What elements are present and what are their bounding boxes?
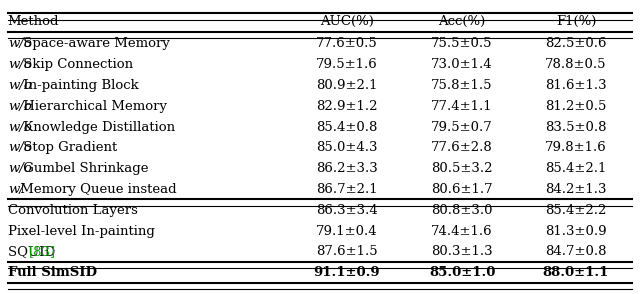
Text: 79.8±1.6: 79.8±1.6 <box>545 141 607 154</box>
Text: AUC(%): AUC(%) <box>319 15 374 28</box>
Text: Convolution Layers: Convolution Layers <box>8 204 138 217</box>
Text: 75.8±1.5: 75.8±1.5 <box>431 79 493 92</box>
Text: 85.4±2.1: 85.4±2.1 <box>545 162 607 175</box>
Text: 86.2±3.3: 86.2±3.3 <box>316 162 378 175</box>
Text: [83]: [83] <box>28 245 56 258</box>
Text: 85.4±2.2: 85.4±2.2 <box>545 204 607 217</box>
Text: Pixel-level In-painting: Pixel-level In-painting <box>8 225 155 238</box>
Text: w/o: w/o <box>8 121 31 133</box>
Text: 81.3±0.9: 81.3±0.9 <box>545 225 607 238</box>
Text: F1(%): F1(%) <box>556 15 596 28</box>
Text: 85.0±4.3: 85.0±4.3 <box>316 141 378 154</box>
Text: 85.4±0.8: 85.4±0.8 <box>316 121 377 133</box>
Text: Gumbel Shrinkage: Gumbel Shrinkage <box>19 162 148 175</box>
Text: 80.8±3.0: 80.8±3.0 <box>431 204 493 217</box>
Text: Method: Method <box>8 15 60 28</box>
Text: 85.0±1.0: 85.0±1.0 <box>429 266 495 279</box>
Text: w/o: w/o <box>8 58 31 71</box>
Text: Hierarchical Memory: Hierarchical Memory <box>19 100 167 113</box>
Text: 80.3±1.3: 80.3±1.3 <box>431 245 493 258</box>
Text: SQUID: SQUID <box>8 245 60 258</box>
Text: 84.7±0.8: 84.7±0.8 <box>545 245 607 258</box>
Text: 86.7±2.1: 86.7±2.1 <box>316 183 378 196</box>
Text: Space-aware Memory: Space-aware Memory <box>19 37 170 50</box>
Text: Knowledge Distillation: Knowledge Distillation <box>19 121 175 133</box>
Text: 80.5±3.2: 80.5±3.2 <box>431 162 493 175</box>
Text: 80.9±2.1: 80.9±2.1 <box>316 79 378 92</box>
Text: 82.9±1.2: 82.9±1.2 <box>316 100 378 113</box>
Text: 86.3±3.4: 86.3±3.4 <box>316 204 378 217</box>
Text: w/o: w/o <box>8 141 31 154</box>
Text: 77.6±0.5: 77.6±0.5 <box>316 37 378 50</box>
Text: 77.6±2.8: 77.6±2.8 <box>431 141 493 154</box>
Text: Acc(%): Acc(%) <box>438 15 486 28</box>
Text: 83.5±0.8: 83.5±0.8 <box>545 121 607 133</box>
Text: 82.5±0.6: 82.5±0.6 <box>545 37 607 50</box>
Text: 81.2±0.5: 81.2±0.5 <box>545 100 607 113</box>
Text: Stop Gradient: Stop Gradient <box>19 141 117 154</box>
Text: Full SimSID: Full SimSID <box>8 266 97 279</box>
Text: 79.5±1.6: 79.5±1.6 <box>316 58 378 71</box>
Text: 73.0±1.4: 73.0±1.4 <box>431 58 493 71</box>
Text: w/o: w/o <box>8 37 31 50</box>
Text: w/o: w/o <box>8 100 31 113</box>
Text: In-painting Block: In-painting Block <box>19 79 138 92</box>
Text: 78.8±0.5: 78.8±0.5 <box>545 58 607 71</box>
Text: w/: w/ <box>8 183 24 196</box>
Text: 84.2±1.3: 84.2±1.3 <box>545 183 607 196</box>
Text: 88.0±1.1: 88.0±1.1 <box>543 266 609 279</box>
Text: 79.5±0.7: 79.5±0.7 <box>431 121 493 133</box>
Text: Skip Connection: Skip Connection <box>19 58 133 71</box>
Text: 80.6±1.7: 80.6±1.7 <box>431 183 493 196</box>
Text: w/o: w/o <box>8 162 31 175</box>
Text: 77.4±1.1: 77.4±1.1 <box>431 100 493 113</box>
Text: Memory Queue instead: Memory Queue instead <box>15 183 176 196</box>
Text: 81.6±1.3: 81.6±1.3 <box>545 79 607 92</box>
Text: w/o: w/o <box>8 79 31 92</box>
Text: 79.1±0.4: 79.1±0.4 <box>316 225 378 238</box>
Text: 91.1±0.9: 91.1±0.9 <box>313 266 380 279</box>
Text: 74.4±1.6: 74.4±1.6 <box>431 225 493 238</box>
Text: 75.5±0.5: 75.5±0.5 <box>431 37 493 50</box>
Text: 87.6±1.5: 87.6±1.5 <box>316 245 378 258</box>
